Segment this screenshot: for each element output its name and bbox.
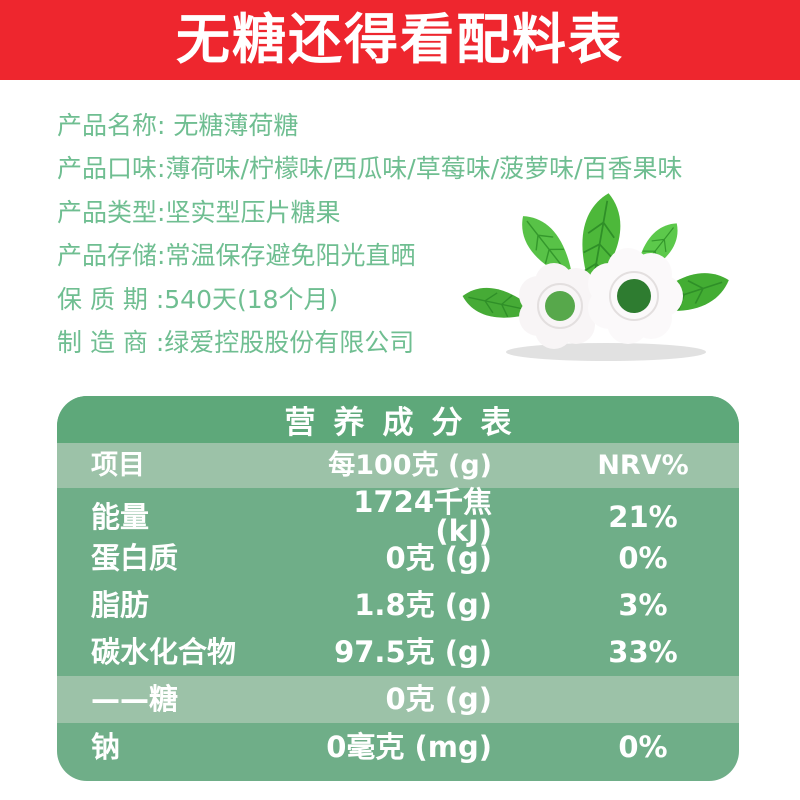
table-row-carbohydrate: 碳水化合物 97.5克 (g) 33% <box>57 629 739 676</box>
nutrition-table-header-row: 项目 每100克 (g) NRV% <box>57 443 739 488</box>
nutrient-nrv: 21% <box>608 499 678 534</box>
product-info-row-name: 产品名称: 无糖薄荷糖 <box>57 102 717 146</box>
product-info-value: 薄荷味/柠檬味/西瓜味/草莓味/菠萝味/百香果味 <box>165 154 683 184</box>
nutrition-table-title: 营养成分表 <box>57 396 739 443</box>
column-header-nrv: NRV% <box>597 450 689 481</box>
nutrient-name: ——糖 <box>91 682 179 716</box>
nutrient-name: 钠 <box>91 729 121 764</box>
product-info-value: 常温保存避免阳光直晒 <box>165 241 416 271</box>
product-info-value: 无糖薄荷糖 <box>173 110 299 140</box>
nutrient-nrv: 0% <box>618 729 668 764</box>
banner-title: 无糖还得看配料表 <box>176 8 624 71</box>
product-info-row-manufacturer: 制 造 商 : 绿爱控股股份有限公司 <box>57 320 717 364</box>
product-info-row-type: 产品类型: 坚实型压片糖果 <box>57 189 717 233</box>
table-row-energy: 能量 1724千焦 (kJ) 21% <box>57 488 739 546</box>
product-info-label: 产品类型: <box>57 197 166 227</box>
nutrient-name: 碳水化合物 <box>91 635 237 669</box>
column-header-item: 项目 <box>91 450 145 481</box>
banner: 无糖还得看配料表 <box>0 0 800 80</box>
table-row-protein: 蛋白质 0克 (g) 0% <box>57 535 739 582</box>
product-info-label: 产品存储: <box>57 241 166 271</box>
product-info-label: 产品口味: <box>57 154 166 184</box>
nutrient-name: 能量 <box>91 499 150 534</box>
product-info-value: 绿爱控股股份有限公司 <box>164 328 415 358</box>
product-info-section: 产品名称: 无糖薄荷糖 产品口味: 薄荷味/柠檬味/西瓜味/草莓味/菠萝味/百香果… <box>57 102 717 363</box>
column-header-per100g: 每100克 (g) <box>328 450 492 481</box>
product-info-row-shelf-life: 保 质 期 :540天(18个月) <box>57 276 717 320</box>
nutrient-amount: 0毫克 (mg) <box>326 729 492 764</box>
product-info-row-flavor: 产品口味: 薄荷味/柠檬味/西瓜味/草莓味/菠萝味/百香果味 <box>57 146 717 190</box>
nutrient-nrv: 3% <box>618 588 668 622</box>
nutrient-name: 蛋白质 <box>91 541 179 575</box>
table-row-fat: 脂肪 1.8克 (g) 3% <box>57 582 739 629</box>
nutrient-nrv: 33% <box>608 635 678 669</box>
table-row-sugar: ——糖 0克 (g) <box>57 676 739 723</box>
product-info-label: 产品名称: <box>57 110 174 140</box>
product-info-label: 保 质 期 : <box>57 284 165 314</box>
nutrient-nrv: 0% <box>618 541 668 575</box>
nutrient-amount: 1.8克 (g) <box>354 588 492 622</box>
nutrient-amount: 1724千焦 (kJ) <box>353 485 492 548</box>
table-row-sodium: 钠 0毫克 (mg) 0% <box>57 723 739 781</box>
product-info-row-storage: 产品存储: 常温保存避免阳光直晒 <box>57 233 717 277</box>
nutrient-amount: 0克 (g) <box>385 541 492 575</box>
product-info-value: 540天(18个月) <box>164 284 339 314</box>
nutrient-amount: 0克 (g) <box>385 682 492 716</box>
product-info-label: 制 造 商 : <box>57 328 165 358</box>
nutrient-amount: 97.5克 (g) <box>334 635 492 669</box>
product-info-value: 坚实型压片糖果 <box>165 197 341 227</box>
nutrition-table: 营养成分表 项目 每100克 (g) NRV% 能量 1724千焦 (kJ) 2… <box>57 396 739 781</box>
nutrient-name: 脂肪 <box>91 588 150 622</box>
